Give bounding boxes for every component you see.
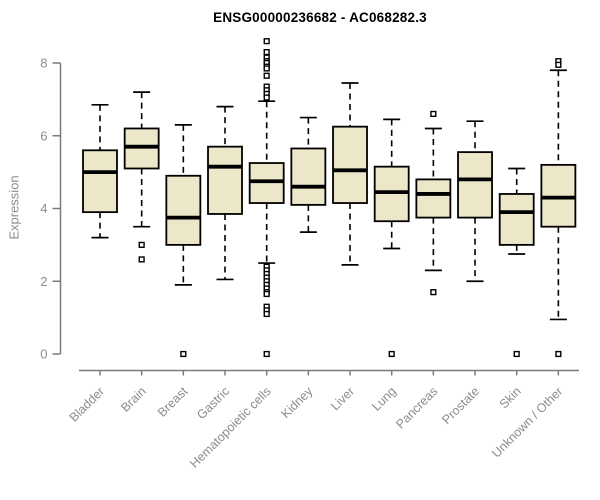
y-tick-label: 8	[40, 56, 47, 71]
box-iqr	[207, 145, 243, 215]
outlier-marker	[513, 350, 520, 358]
box-iqr	[415, 178, 452, 219]
y-tick-label: 6	[40, 128, 47, 143]
box-iqr	[457, 151, 493, 219]
x-tick-label: Hematopoietic cells	[187, 384, 274, 471]
outlier-marker	[263, 350, 270, 358]
y-axis-label: Expression	[6, 175, 22, 240]
outlier-marker	[263, 290, 270, 298]
box-iqr	[82, 149, 118, 214]
outlier-marker	[138, 241, 145, 248]
box-iqr	[165, 174, 202, 246]
outlier-marker	[180, 350, 187, 358]
y-tick-label: 2	[40, 274, 47, 289]
x-tick-label: Liver	[328, 384, 357, 413]
x-tick-label: Skin	[497, 384, 524, 411]
outlier-marker	[138, 256, 145, 263]
x-tick-label: Gastric	[194, 384, 232, 422]
x-tick-label: Brain	[118, 384, 149, 415]
outlier-marker	[263, 48, 270, 56]
x-tick-label: Breast	[155, 384, 191, 420]
outlier-marker	[263, 94, 270, 101]
x-tick-label: Pancreas	[393, 384, 440, 431]
chart-title: ENSG00000236682 - AC068282.3	[213, 10, 427, 25]
box-iqr	[290, 147, 327, 206]
outlier-marker	[555, 350, 562, 358]
outlier-marker	[555, 61, 562, 68]
outlier-marker	[263, 65, 270, 72]
outlier-marker	[388, 350, 395, 358]
x-tick-label: Bladder	[67, 384, 107, 424]
outlier-marker	[263, 310, 270, 318]
y-tick-label: 0	[40, 347, 47, 362]
y-tick-label: 4	[40, 201, 47, 216]
outlier-marker	[263, 72, 270, 79]
box-iqr	[332, 125, 368, 204]
x-tick-label: Lung	[369, 384, 399, 414]
x-tick-label: Kidney	[279, 384, 316, 421]
box-iqr	[498, 193, 535, 246]
outlier-marker	[263, 38, 270, 45]
x-tick-label: Prostate	[439, 384, 482, 427]
outlier-marker	[430, 289, 437, 296]
outlier-marker	[430, 110, 437, 118]
x-tick-label: Unknown / Other	[489, 384, 565, 460]
